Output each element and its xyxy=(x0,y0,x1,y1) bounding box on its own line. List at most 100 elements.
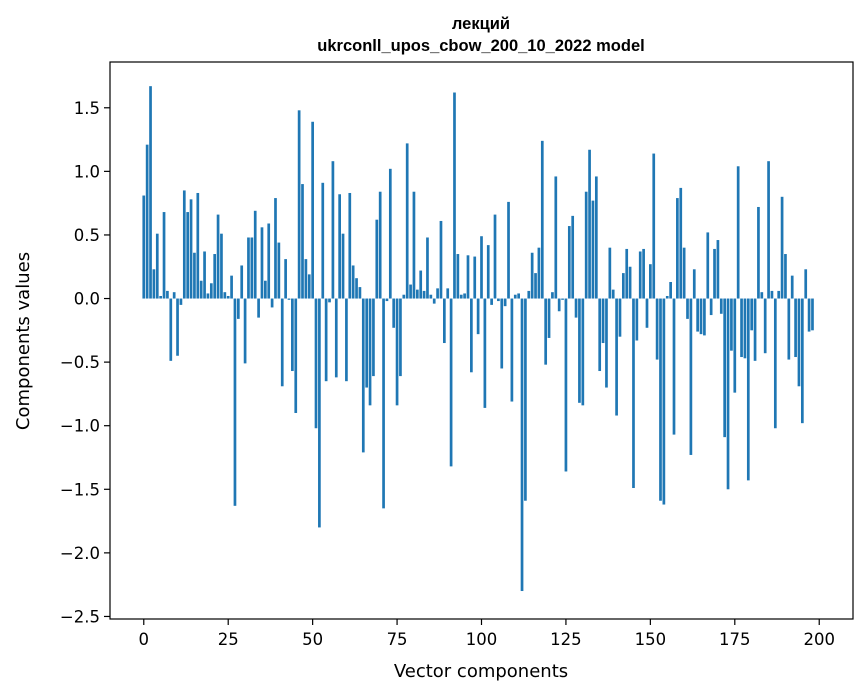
bar-56 xyxy=(331,161,335,299)
bar-193 xyxy=(794,298,797,358)
bar-96 xyxy=(466,255,470,299)
bar-132 xyxy=(588,149,591,299)
chart-title-line-2: ukrconll_upos_cbow_200_10_2022 model xyxy=(317,37,644,55)
bar-194 xyxy=(797,298,801,387)
bar-161 xyxy=(686,298,689,319)
bar-118 xyxy=(540,140,544,299)
bar-19 xyxy=(206,293,210,299)
bar-181 xyxy=(753,298,757,361)
bar-174 xyxy=(730,298,733,351)
bar-149 xyxy=(645,298,649,328)
bar-46 xyxy=(297,110,301,299)
bar-158 xyxy=(676,198,679,299)
bar-58 xyxy=(338,194,341,299)
bar-1 xyxy=(145,144,149,299)
bar-59 xyxy=(341,233,345,299)
bar-72 xyxy=(385,298,389,302)
bar-160 xyxy=(682,247,686,299)
bar-153 xyxy=(659,298,662,501)
bar-89 xyxy=(443,298,446,344)
x-tick-label: 75 xyxy=(387,630,408,649)
bar-180 xyxy=(750,298,754,331)
bar-190 xyxy=(784,254,787,299)
bar-32 xyxy=(250,237,254,299)
bar-128 xyxy=(574,298,578,318)
bar-143 xyxy=(625,248,629,299)
bar-90 xyxy=(446,288,450,299)
bar-97 xyxy=(470,298,473,373)
bar-191 xyxy=(787,298,791,360)
bar-111 xyxy=(517,293,520,299)
bar-31 xyxy=(247,237,250,299)
bar-148 xyxy=(642,248,645,299)
bar-114 xyxy=(527,290,531,299)
bar-27 xyxy=(233,298,237,506)
bar-64 xyxy=(358,287,362,299)
bar-150 xyxy=(649,264,652,299)
bar-130 xyxy=(581,298,585,406)
bar-124 xyxy=(561,298,564,300)
y-axis-ticks: −2.5 −2.0 −1.5 −1.0 −0.5 0.0 0.5 1.0 1.5 xyxy=(60,99,110,626)
bar-77 xyxy=(402,294,406,299)
bar-24 xyxy=(223,292,227,299)
x-tick-label: 100 xyxy=(466,630,498,649)
bar-154 xyxy=(662,298,666,505)
bar-146 xyxy=(635,298,639,341)
bar-100 xyxy=(480,236,483,299)
bar-39 xyxy=(274,198,277,299)
bar-12 xyxy=(182,190,186,299)
bar-104 xyxy=(493,214,497,299)
bar-155 xyxy=(665,295,669,299)
bar-series xyxy=(142,86,814,592)
bar-186 xyxy=(770,290,774,299)
bar-11 xyxy=(179,298,183,305)
bar-99 xyxy=(476,298,480,335)
bar-184 xyxy=(763,298,767,354)
bar-188 xyxy=(777,290,781,299)
bar-178 xyxy=(743,298,747,359)
y-tick-label: 0.5 xyxy=(74,226,100,245)
bar-165 xyxy=(699,298,703,335)
bar-134 xyxy=(594,176,598,299)
bar-162 xyxy=(689,298,693,455)
bar-20 xyxy=(209,283,213,299)
bar-169 xyxy=(713,248,716,299)
x-axis-ticks: 0 25 50 75 100 125 150 175 200 xyxy=(139,619,835,649)
bar-151 xyxy=(652,153,656,299)
bar-40 xyxy=(277,242,281,299)
bar-54 xyxy=(324,298,328,382)
bar-112 xyxy=(520,298,524,592)
bar-94 xyxy=(459,294,463,299)
bar-108 xyxy=(507,201,510,299)
bar-152 xyxy=(655,298,659,360)
y-tick-label: −2.5 xyxy=(60,607,100,626)
bar-120 xyxy=(547,298,551,338)
bar-113 xyxy=(524,298,527,501)
bar-22 xyxy=(216,214,220,299)
bar-192 xyxy=(790,275,794,299)
bar-18 xyxy=(203,251,206,299)
bar-57 xyxy=(334,298,338,378)
bar-8 xyxy=(169,298,173,361)
bar-144 xyxy=(628,266,632,299)
y-tick-label: −2.0 xyxy=(60,544,100,563)
bar-49 xyxy=(307,274,311,299)
bar-93 xyxy=(456,254,460,299)
bar-91 xyxy=(449,298,453,467)
bar-70 xyxy=(378,191,382,299)
bar-145 xyxy=(632,298,635,489)
bar-136 xyxy=(601,298,605,344)
bar-45 xyxy=(294,298,298,413)
bar-37 xyxy=(267,223,271,299)
bar-6 xyxy=(162,212,166,299)
bar-198 xyxy=(811,298,814,331)
bar-156 xyxy=(669,282,672,299)
bar-103 xyxy=(490,298,493,305)
bar-7 xyxy=(166,290,169,299)
bar-110 xyxy=(513,294,517,299)
bar-60 xyxy=(345,298,348,382)
bar-171 xyxy=(719,298,723,314)
bar-82 xyxy=(419,270,423,299)
bar-29 xyxy=(240,265,244,299)
bar-33 xyxy=(253,210,257,299)
